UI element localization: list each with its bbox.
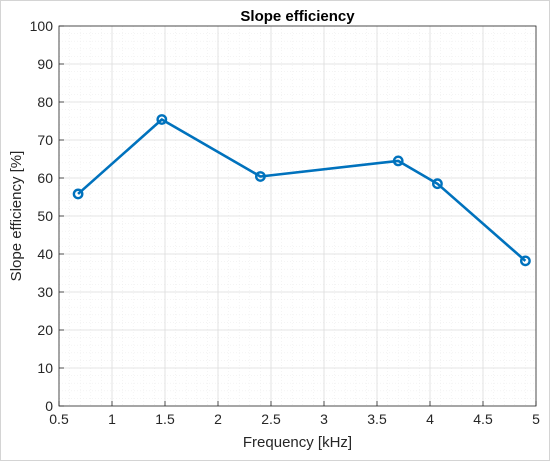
y-tick-label: 70	[37, 132, 53, 148]
x-axis-title: Frequency [kHz]	[243, 434, 352, 451]
major-grid	[58, 25, 537, 407]
data-point-marker	[432, 178, 443, 190]
y-tick-label: 100	[30, 18, 54, 34]
x-tick-label: 0.5	[49, 411, 69, 427]
data-point-marker	[254, 171, 266, 182]
y-tick-label: 80	[37, 94, 53, 110]
data-point-marker	[392, 155, 404, 167]
y-tick-label: 30	[37, 284, 53, 300]
chart-title: Slope efficiency	[240, 8, 355, 25]
y-tick-label: 50	[37, 208, 53, 224]
y-tick-label: 10	[37, 360, 53, 376]
data-point-marker	[520, 255, 531, 267]
x-tick-label: 1	[108, 411, 116, 427]
series-layer	[72, 114, 531, 267]
series-line	[77, 118, 527, 262]
y-tick-label: 0	[45, 398, 53, 414]
x-tick-label: 2.5	[261, 411, 281, 427]
x-tick-label: 4	[426, 411, 434, 427]
data-point-marker	[156, 114, 168, 125]
y-tick-label: 60	[37, 170, 53, 186]
x-tick-label: 4.5	[473, 411, 493, 427]
x-tick-label: 5	[532, 411, 540, 427]
y-tick-label: 20	[37, 322, 53, 338]
y-axis-title: Slope efficiency [%]	[8, 151, 25, 282]
x-tick-label: 2	[214, 411, 222, 427]
y-axis-ticks: 0 10 20 30 40 50 60 70 80 90 100	[30, 18, 64, 414]
x-tick-label: 3.5	[367, 411, 387, 427]
y-tick-label: 90	[37, 56, 53, 72]
x-tick-label: 1.5	[155, 411, 175, 427]
x-tick-label: 3	[320, 411, 328, 427]
x-axis-ticks: 0.5 1 1.5 2 2.5 3 3.5 4 4.5 5	[49, 401, 540, 427]
data-point-marker	[72, 188, 84, 200]
y-tick-label: 40	[37, 246, 53, 262]
